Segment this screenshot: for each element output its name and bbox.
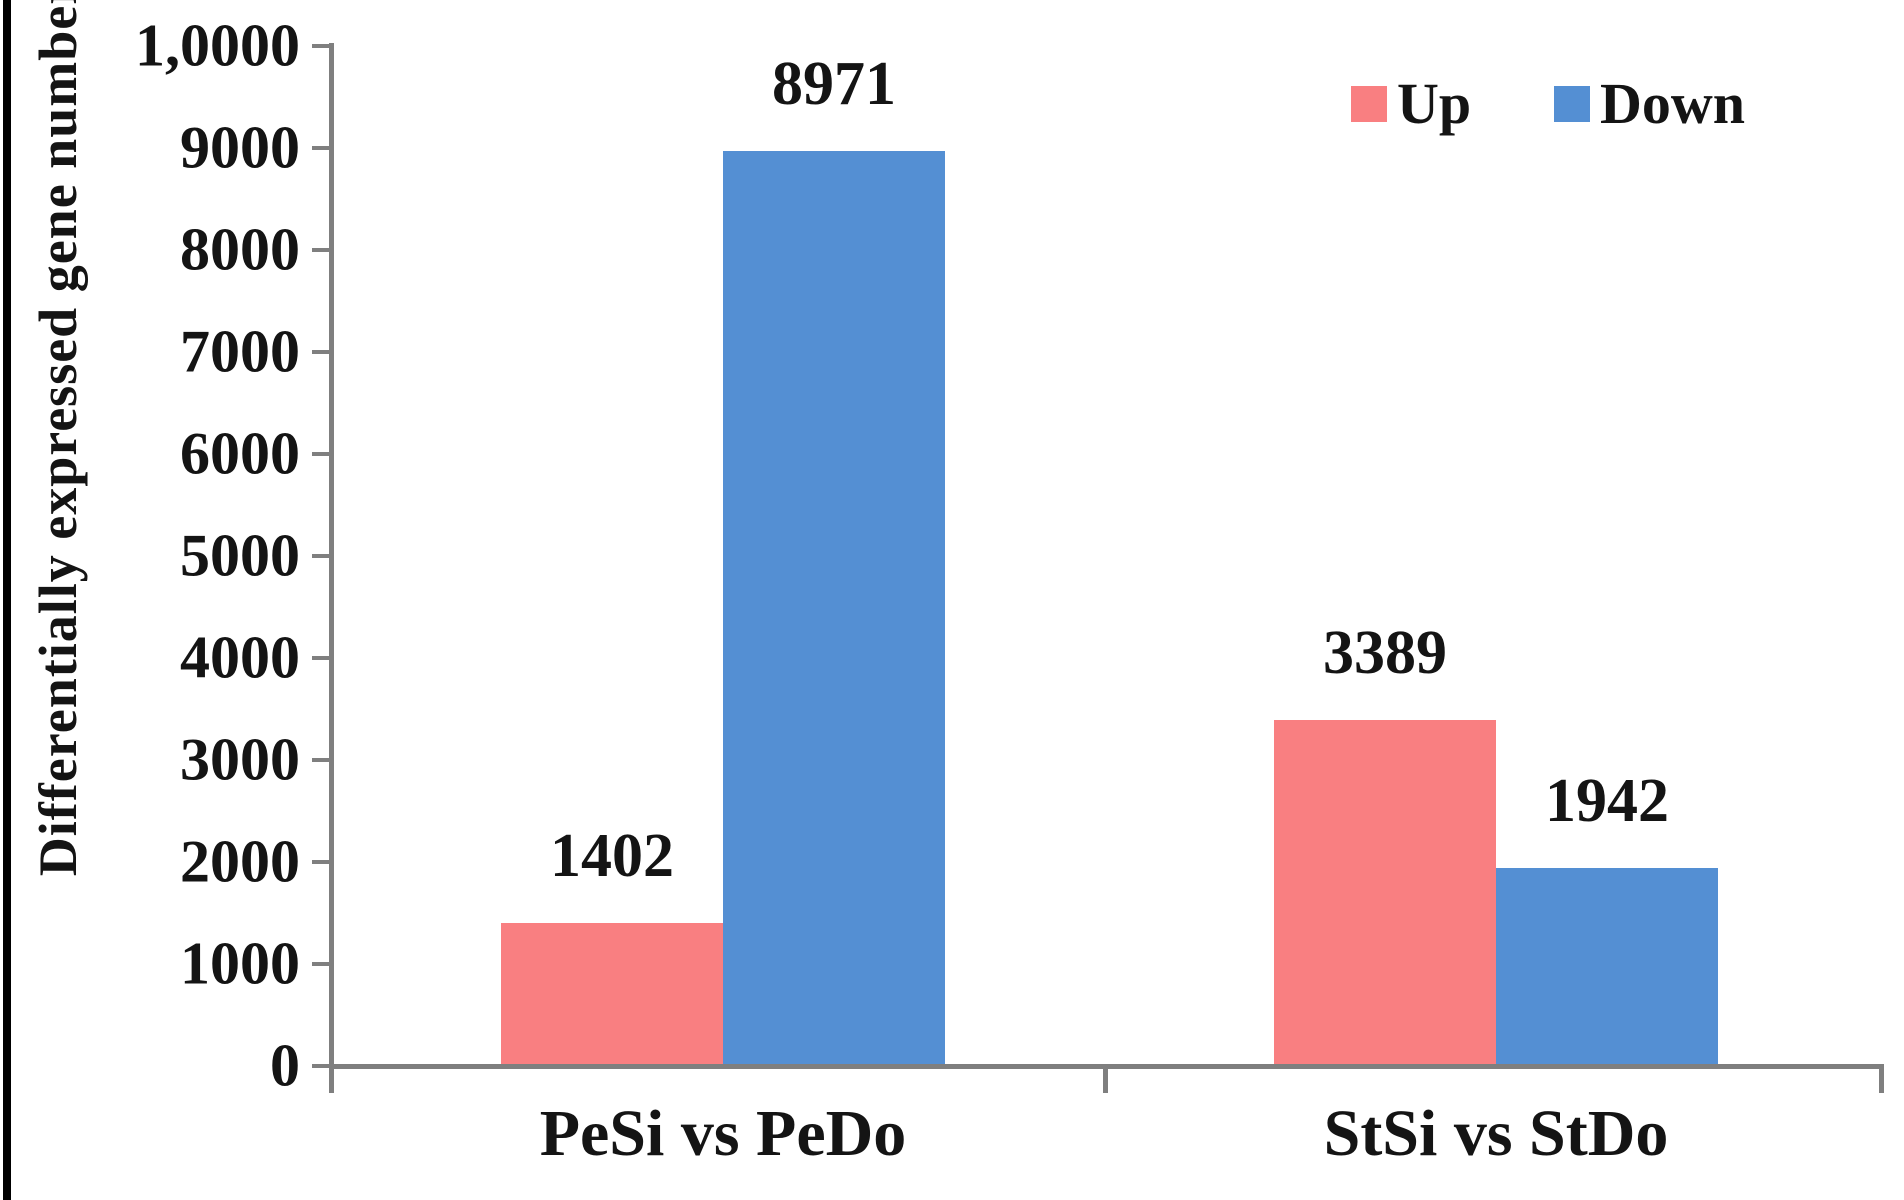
legend-up-swatch-icon [1351,86,1387,122]
x-category-label: PeSi vs PeDo [539,1097,907,1170]
y-tick-label: 1000 [180,930,300,997]
y-tick-label: 6000 [180,420,300,487]
y-tick [312,554,329,558]
y-tick-label: 2000 [180,828,300,895]
y-tick-label: 3000 [180,726,300,793]
y-tick [312,656,329,660]
y-tick-label: 7000 [180,318,300,385]
x-category-label: StSi vs StDo [1323,1097,1669,1170]
y-tick-label: 9000 [180,114,300,181]
y-tick-label: 1,0000 [135,12,300,79]
y-tick [312,860,329,864]
y-tick-label: 4000 [180,624,300,691]
y-tick [312,962,329,966]
y-tick [312,248,329,252]
legend-down-swatch-icon [1554,86,1590,122]
bar-down-1 [1496,868,1718,1066]
legend-up-label: Up [1397,71,1472,136]
bar-value-label: 1942 [1545,767,1669,835]
legend-item-down: Down [1554,71,1746,136]
bar-value-label: 8971 [772,50,896,118]
y-axis-line [329,43,334,1093]
y-tick [312,1064,329,1068]
bar-up-1 [1274,720,1496,1066]
legend-down-label: Down [1600,71,1746,136]
legend-item-up: Up [1351,71,1472,136]
bar-up-0 [501,923,723,1066]
y-tick [312,758,329,762]
y-tick [312,350,329,354]
y-tick-label: 5000 [180,522,300,589]
bar-value-label: 3389 [1323,619,1447,687]
y-tick-label: 8000 [180,216,300,283]
y-tick [312,452,329,456]
y-tick-label: 0 [270,1032,300,1099]
x-axis-end-tick [1879,1064,1884,1093]
x-axis-mid-tick [1103,1064,1108,1093]
bar-down-0 [723,151,945,1066]
y-tick [312,44,329,48]
y-tick [312,146,329,150]
bar-value-label: 1402 [550,822,674,890]
figure-left-border [3,0,11,1200]
